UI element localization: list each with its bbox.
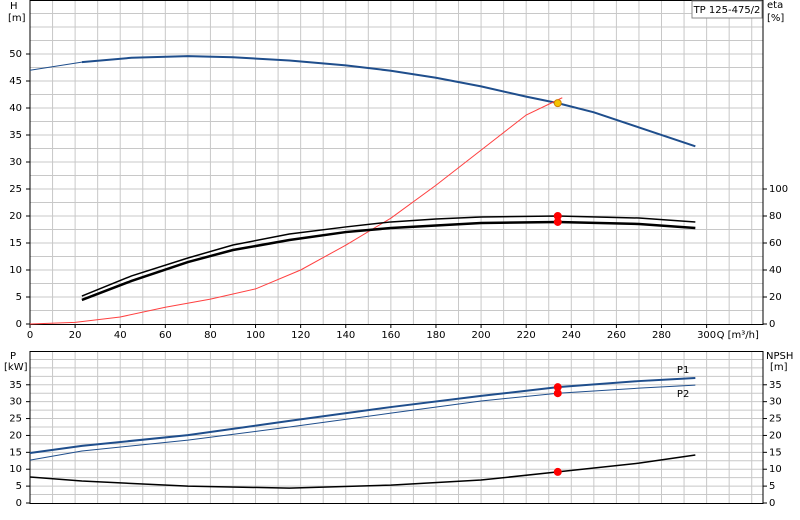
curve [81, 215, 696, 297]
x-tick-label: 100 [246, 330, 265, 341]
y-tick-label: 45 [9, 76, 22, 87]
duty-point [553, 389, 562, 398]
duty-point [553, 467, 562, 476]
y2-tick-label: 20 [769, 292, 782, 303]
y2-tick-label: 60 [769, 238, 782, 249]
y-tick-label: 20 [9, 211, 22, 222]
curve [29, 454, 696, 489]
x-tick-label: 20 [69, 330, 82, 341]
y-axis-label: P [10, 351, 16, 362]
curve-label: P2 [677, 389, 689, 400]
x-tick-label: 200 [472, 330, 491, 341]
y2-tick-label: 100 [769, 184, 788, 195]
y-tick-label: 30 [9, 157, 22, 168]
curve-label: P1 [677, 365, 689, 376]
y2-axis-unit: [m] [770, 362, 788, 373]
y-tick-label: 0 [16, 498, 22, 509]
y2-tick-label: 35 [769, 380, 782, 391]
curve [29, 384, 696, 461]
y2-tick-label: 25 [769, 414, 782, 425]
y-tick-label: 35 [9, 380, 22, 391]
y2-tick-label: 30 [769, 397, 782, 408]
x-tick-label: 180 [426, 330, 445, 341]
curve [81, 220, 696, 302]
x-tick-label: 40 [114, 330, 127, 341]
x-axis-label: Q [m³/h] [717, 330, 759, 341]
chart-title: TP 125-475/2 [693, 5, 761, 16]
y-tick-label: 30 [9, 397, 22, 408]
curve [29, 377, 696, 454]
y-tick-label: 10 [9, 464, 22, 475]
curve [29, 97, 563, 325]
title-box [691, 0, 763, 19]
y-tick-label: 15 [9, 447, 22, 458]
y2-tick-label: 40 [769, 265, 782, 276]
x-tick-label: 80 [204, 330, 217, 341]
y-tick-label: 10 [9, 265, 22, 276]
x-tick-label: 280 [652, 330, 671, 341]
x-tick-label: 120 [291, 330, 310, 341]
y-tick-label: 5 [16, 292, 22, 303]
x-tick-label: 60 [159, 330, 172, 341]
y2-tick-label: 20 [769, 430, 782, 441]
x-tick-label: 0 [27, 330, 33, 341]
x-tick-label: 300 [697, 330, 716, 341]
y-tick-label: 40 [9, 103, 22, 114]
y-tick-label: 35 [9, 130, 22, 141]
y2-tick-label: 15 [769, 447, 782, 458]
y2-tick-label: 80 [769, 211, 782, 222]
y2-tick-label: 0 [769, 498, 775, 509]
x-tick-label: 160 [381, 330, 400, 341]
y-tick-label: 25 [9, 184, 22, 195]
x-tick-label: 260 [607, 330, 626, 341]
y2-tick-label: 5 [769, 481, 775, 492]
curve [29, 61, 82, 71]
y2-axis-label: eta [767, 0, 783, 11]
curve [81, 55, 696, 148]
x-tick-label: 140 [336, 330, 355, 341]
x-tick-label: 240 [562, 330, 581, 341]
duty-point [553, 99, 562, 108]
y-tick-label: 25 [9, 414, 22, 425]
y2-tick-label: 0 [769, 319, 775, 330]
y-axis-unit: [kW] [4, 362, 28, 373]
plot-frame [29, 351, 764, 504]
y-tick-label: 5 [16, 481, 22, 492]
y2-axis-unit: [%] [767, 13, 784, 24]
y-tick-label: 15 [9, 238, 22, 249]
y-tick-label: 0 [16, 319, 22, 330]
y-axis-unit: [m] [8, 13, 26, 24]
duty-point [553, 217, 562, 226]
y-tick-label: 20 [9, 430, 22, 441]
y-tick-label: 50 [9, 49, 22, 60]
y-axis-label: H [10, 1, 18, 12]
y2-axis-label: NPSH [766, 351, 793, 362]
y2-tick-label: 10 [769, 464, 782, 475]
x-tick-label: 220 [517, 330, 536, 341]
